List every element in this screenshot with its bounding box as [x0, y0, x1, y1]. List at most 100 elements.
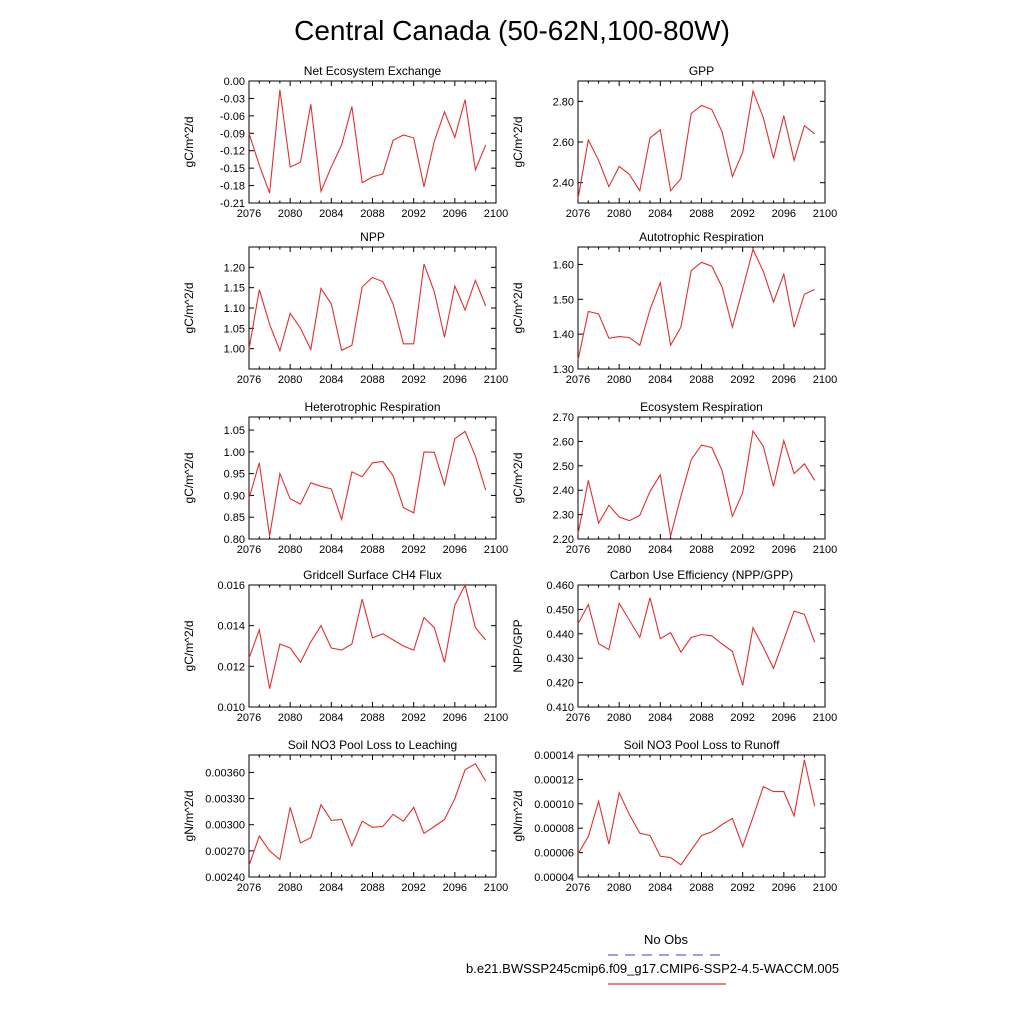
y-tick-label: 1.00 — [224, 447, 245, 459]
y-tick-label: 0.00240 — [205, 872, 245, 884]
y-tick-label: 0.00014 — [534, 750, 574, 762]
x-tick-label: 2076 — [566, 374, 590, 386]
x-tick-label: 2100 — [813, 208, 837, 220]
y-tick-label: 0.012 — [217, 661, 245, 673]
x-tick-label: 2084 — [648, 208, 672, 220]
y-tick-label: 0.460 — [546, 580, 574, 592]
x-tick-label: 2100 — [484, 544, 508, 556]
x-tick-label: 2076 — [566, 544, 590, 556]
x-tick-label: 2076 — [566, 882, 590, 894]
x-tick-label: 2096 — [443, 712, 467, 724]
y-tick-label: 0.014 — [217, 621, 245, 633]
y-tick-label: 2.60 — [553, 436, 574, 448]
series-line — [577, 429, 816, 537]
x-tick-label: 2088 — [689, 374, 713, 386]
x-tick-label: 2096 — [772, 208, 796, 220]
x-tick-label: 2092 — [401, 712, 425, 724]
y-tick-label: 0.00012 — [534, 774, 574, 786]
page-title: Central Canada (50-62N,100-80W) — [294, 15, 730, 46]
y-tick-label: 0.00300 — [205, 820, 245, 832]
x-tick-label: 2096 — [443, 882, 467, 894]
y-tick-label: -0.06 — [220, 111, 245, 123]
y-axis-label: gC/m^2/d — [182, 621, 196, 672]
x-tick-label: 2088 — [689, 544, 713, 556]
y-axis-label: gC/m^2/d — [511, 453, 525, 504]
x-tick-label: 2088 — [360, 374, 384, 386]
x-tick-label: 2080 — [607, 882, 631, 894]
plot-frame — [248, 80, 497, 204]
x-tick-label: 2096 — [772, 712, 796, 724]
series-line — [248, 762, 487, 866]
x-tick-label: 2088 — [360, 208, 384, 220]
x-tick-label: 2076 — [237, 374, 261, 386]
x-tick-label: 2080 — [278, 544, 302, 556]
y-tick-label: 0.440 — [546, 629, 574, 641]
legend-model-label: b.e21.BWSSP245cmip6.f09_g17.CMIP6-SSP2-4… — [466, 961, 840, 976]
series-line — [248, 263, 487, 353]
x-tick-label: 2076 — [237, 544, 261, 556]
chart-panel: Heterotrophic Respiration gC/m^2/d 2076 208… — [182, 400, 508, 556]
x-tick-label: 2100 — [813, 712, 837, 724]
x-tick-label: 2092 — [730, 374, 754, 386]
y-axis-label: gN/m^2/d — [511, 791, 525, 842]
x-tick-label: 2080 — [607, 208, 631, 220]
x-tick-label: 2084 — [319, 374, 343, 386]
chart-title: Soil NO3 Pool Loss to Runoff — [624, 738, 781, 752]
y-tick-label: 2.40 — [553, 178, 574, 190]
y-tick-label: 0.90 — [224, 490, 245, 502]
y-tick-label: -0.09 — [220, 128, 245, 140]
x-tick-label: 2076 — [237, 208, 261, 220]
y-axis-label: gN/m^2/d — [182, 791, 196, 842]
x-tick-label: 2092 — [730, 544, 754, 556]
series-line — [577, 89, 816, 199]
x-tick-label: 2084 — [648, 712, 672, 724]
x-tick-label: 2088 — [689, 712, 713, 724]
x-tick-label: 2080 — [278, 882, 302, 894]
legend-obs-label: No Obs — [643, 932, 689, 947]
x-tick-label: 2076 — [237, 882, 261, 894]
x-tick-label: 2076 — [566, 208, 590, 220]
series-line — [248, 89, 487, 194]
series-line — [577, 597, 816, 686]
plot-frame — [577, 246, 826, 370]
x-tick-label: 2076 — [566, 712, 590, 724]
y-tick-label: 0.00004 — [534, 872, 574, 884]
x-tick-label: 2096 — [772, 882, 796, 894]
y-axis-label: gC/m^2/d — [182, 283, 196, 334]
chart-panel: Net Ecosystem Exchange gC/m^2/d 2076 2080 20… — [182, 64, 508, 220]
y-axis-label: gC/m^2/d — [511, 117, 525, 168]
x-tick-label: 2088 — [360, 544, 384, 556]
series-line — [577, 247, 815, 361]
y-tick-label: 2.20 — [553, 534, 574, 546]
x-tick-label: 2100 — [484, 374, 508, 386]
y-tick-label: -0.18 — [220, 181, 245, 193]
plot-frame — [248, 246, 497, 370]
x-tick-label: 2096 — [772, 374, 796, 386]
x-tick-label: 2084 — [319, 208, 343, 220]
x-tick-label: 2084 — [319, 882, 343, 894]
y-tick-label: 0.00006 — [534, 848, 574, 860]
y-tick-label: 2.80 — [553, 96, 574, 108]
y-axis-label: gC/m^2/d — [182, 453, 196, 504]
x-tick-label: 2088 — [689, 208, 713, 220]
x-tick-label: 2092 — [401, 882, 425, 894]
chart-panel: NPP gC/m^2/d 2076 2080 2084 2088 2092 2096 2100 1… — [182, 230, 508, 386]
chart-title: Net Ecosystem Exchange — [304, 64, 442, 78]
x-tick-label: 2084 — [648, 374, 672, 386]
y-tick-label: 1.15 — [224, 283, 245, 295]
y-tick-label: 0.450 — [546, 604, 574, 616]
x-tick-label: 2092 — [730, 208, 754, 220]
y-tick-label: -0.12 — [220, 146, 245, 158]
y-tick-label: 0.016 — [217, 580, 245, 592]
plot-frame — [577, 416, 826, 540]
y-tick-label: 0.430 — [546, 653, 574, 665]
y-tick-label: 0.00 — [224, 76, 245, 88]
legend-obs-line — [608, 954, 726, 956]
y-tick-label: 2.40 — [553, 485, 574, 497]
x-tick-label: 2100 — [484, 208, 508, 220]
chart-title: Heterotrophic Respiration — [304, 400, 440, 414]
chart-panel: Soil NO3 Pool Loss to Runoff gN/m^2/d 2076… — [511, 738, 837, 894]
y-tick-label: -0.15 — [220, 163, 245, 175]
y-tick-label: 2.50 — [553, 461, 574, 473]
